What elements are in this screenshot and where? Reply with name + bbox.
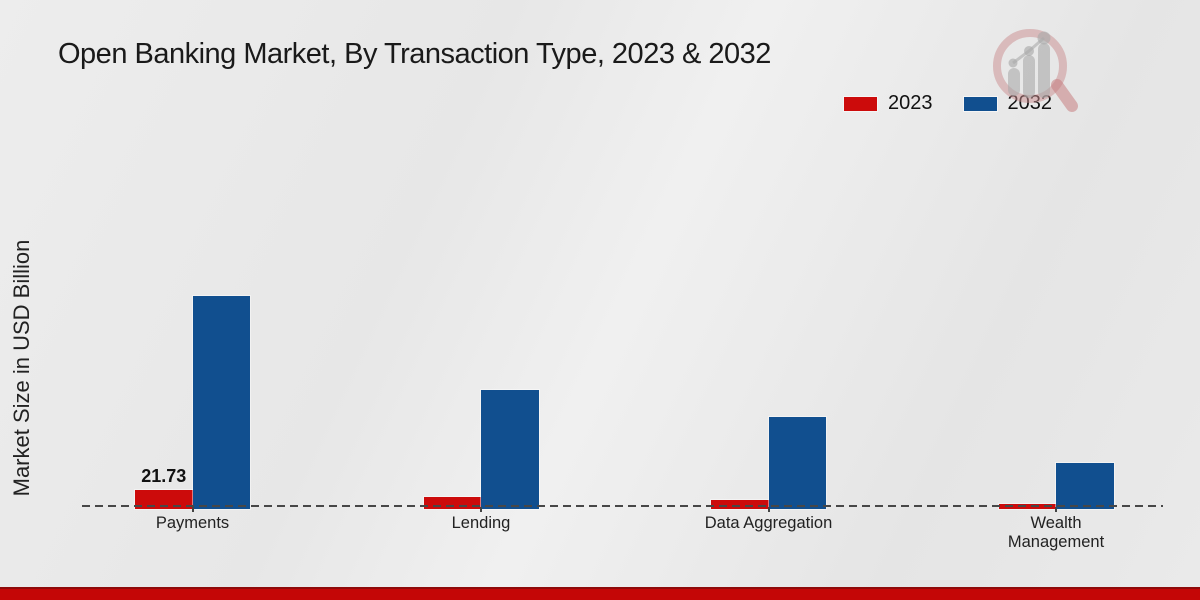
x-axis-tick-wealth-management [1055,507,1057,512]
legend-swatch-2032 [962,95,998,112]
legend-item-2023: 2023 [843,92,933,115]
x-axis-tick-payments [191,507,194,512]
category-label-payments: Payments [155,514,230,532]
category-label-wealth-management: Wealth Management [1007,514,1105,551]
bar-2032-lending [480,389,540,510]
legend-label-2023: 2023 [888,92,933,114]
bar-2023-lending [422,496,482,510]
chart-title: Open Banking Market, By Transaction Type… [58,38,771,70]
bar-2032-payments [191,295,251,510]
legend-swatch-2023 [843,95,878,112]
bar-2023-data-aggregation [710,499,770,510]
category-label-lending: Lending [451,514,511,532]
magnifier-growth-chart-logo-icon [993,29,1078,112]
x-axis-tick-data-aggregation [767,507,770,512]
bar-value-label-payments-2023: 21.73 [141,465,187,486]
footer-accent-bar [0,587,1200,600]
bar-2032-data-aggregation [767,416,827,510]
category-label-data-aggregation: Data Aggregation [704,514,833,532]
bar-2032-wealth-management [1055,462,1115,510]
x-axis-tick-lending [480,507,482,512]
x-axis-baseline [82,505,1163,507]
bar-2023-payments [134,488,194,511]
